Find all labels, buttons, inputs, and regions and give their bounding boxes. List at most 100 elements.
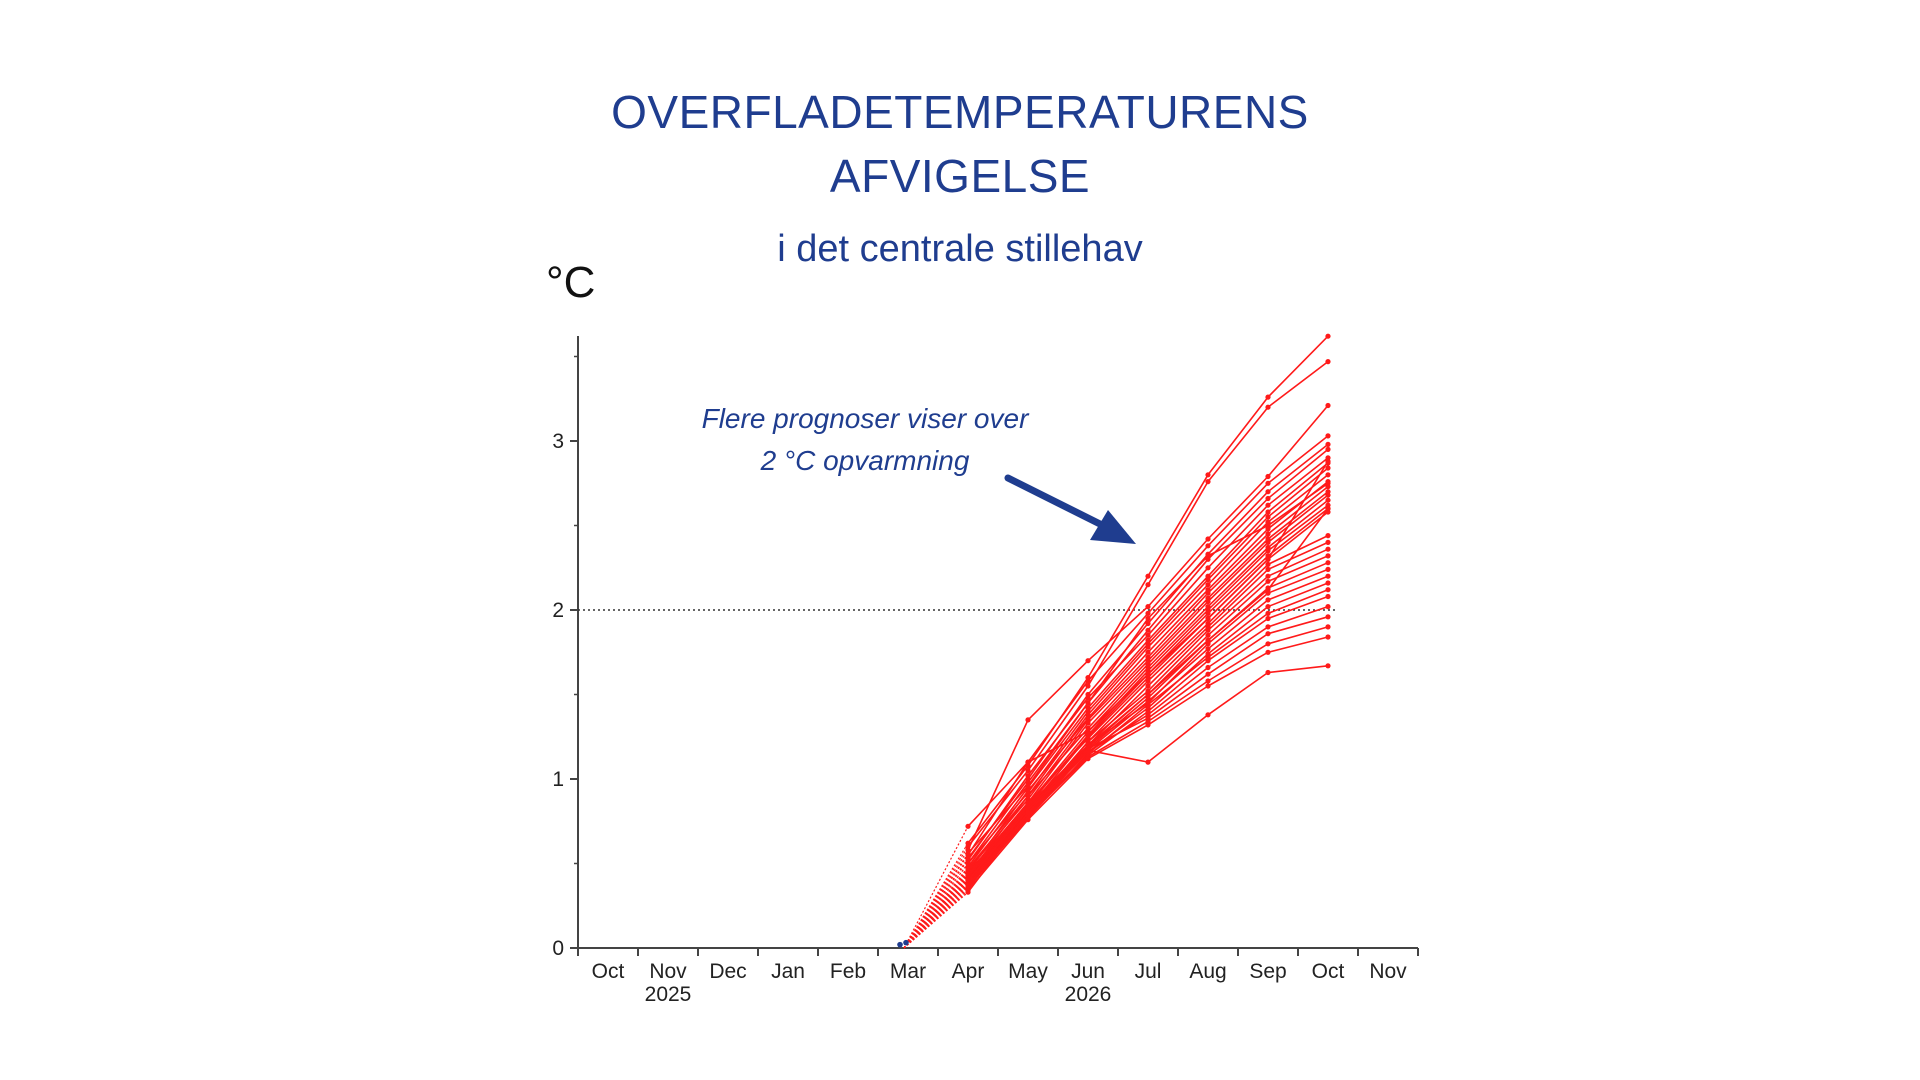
series-point (965, 882, 971, 889)
observed-point (903, 939, 909, 946)
series-point (1205, 472, 1211, 478)
series-point (965, 889, 971, 895)
series-point (1325, 587, 1331, 593)
series-point (1085, 742, 1091, 748)
series-point (1265, 502, 1271, 508)
series-point (1265, 561, 1271, 568)
series-point (1085, 658, 1091, 664)
x-tick-label: Dec (709, 960, 746, 983)
series-point (1205, 627, 1211, 633)
series-point (965, 872, 971, 878)
title-line-1: OVERFLADETEMPERATURENS (611, 86, 1309, 138)
series-point (1325, 359, 1331, 365)
x-tick-label: Nov (1369, 960, 1407, 983)
series-point (1205, 565, 1211, 571)
series-point (1085, 695, 1091, 701)
series-point (1265, 473, 1271, 480)
series-lead-in (903, 883, 969, 949)
series-point (1325, 497, 1331, 503)
series-point (1325, 634, 1331, 640)
observed-point (897, 941, 903, 948)
series-point (1085, 678, 1091, 684)
series-lead-in (903, 853, 969, 949)
series-point (1025, 759, 1031, 765)
series-point (1265, 514, 1271, 520)
chart-title: OVERFLADETEMPERATURENS AFVIGELSE (0, 80, 1920, 208)
series-point (1145, 627, 1151, 633)
x-tick-label: Jan (771, 960, 805, 983)
x-tick-label: Aug (1189, 960, 1226, 983)
annotation-line-2: 2 °C opvarmning (760, 445, 970, 476)
series-point (1325, 593, 1331, 600)
x-tick-label: Mar (890, 960, 926, 983)
series-point (1025, 783, 1031, 789)
series-point (1145, 644, 1151, 650)
series-point (1145, 610, 1151, 617)
x-tick-label: Nov (649, 960, 687, 983)
x-tick-label: Oct (1312, 960, 1345, 983)
series-point (1265, 669, 1271, 676)
series-point (1265, 566, 1271, 573)
series-point (1145, 759, 1151, 765)
x-tick-label: Oct (592, 960, 625, 983)
series-point (1145, 582, 1151, 588)
series-point (1325, 333, 1331, 339)
series-point (1205, 615, 1211, 622)
series-point (1325, 533, 1331, 539)
series-point (1325, 492, 1331, 498)
series-point (1325, 560, 1331, 566)
series-point (1325, 663, 1331, 669)
series-lead-in (903, 888, 969, 949)
series-point (1085, 729, 1091, 735)
series-group (903, 333, 1331, 949)
series-point (1265, 531, 1271, 537)
x-tick-label: Sep (1249, 960, 1286, 983)
series-point (1205, 543, 1211, 549)
series-point (1325, 402, 1331, 409)
series-point (1205, 590, 1211, 596)
series-point (1205, 553, 1211, 559)
series-point (1265, 548, 1271, 554)
series-point (1265, 573, 1271, 579)
y-tick-label: 1 (552, 768, 564, 791)
series-point (1325, 446, 1331, 452)
annotation: Flere prognoser viser over 2 °C opvarmni… (660, 398, 1070, 482)
series-point (1265, 522, 1271, 529)
series-point (1265, 631, 1271, 637)
series-point (1265, 556, 1271, 562)
series-point (1025, 767, 1031, 774)
series-point (1325, 573, 1331, 579)
series-point (1145, 649, 1151, 655)
series-point (1205, 678, 1211, 684)
series-point (965, 860, 971, 867)
y-unit-label: °C (546, 258, 596, 307)
series-point (1205, 598, 1211, 605)
series-point (1265, 641, 1271, 647)
series-point (1265, 649, 1271, 655)
series-point (1145, 722, 1151, 728)
series-point (1265, 610, 1271, 617)
x-tick-label: Jun (1071, 960, 1105, 983)
observed-group (897, 939, 909, 948)
series-point (965, 850, 971, 857)
series-point (1085, 683, 1091, 689)
series-point (1025, 788, 1031, 794)
series-point (1145, 573, 1151, 579)
series-point (1325, 458, 1331, 464)
series-point (1085, 720, 1091, 726)
year-label: 2025 (645, 983, 692, 1006)
x-tick-label: May (1008, 960, 1048, 983)
series-point (1025, 793, 1031, 799)
series-point (1265, 480, 1271, 486)
x-tick-label: Apr (952, 960, 985, 983)
series-point (1205, 582, 1211, 588)
series-lead-in (903, 849, 969, 949)
series-point (1265, 615, 1271, 622)
series-point (1325, 472, 1331, 478)
series-point (1145, 632, 1151, 638)
series-point (1145, 678, 1151, 684)
series-point (1265, 539, 1271, 546)
series-point (1325, 506, 1331, 512)
